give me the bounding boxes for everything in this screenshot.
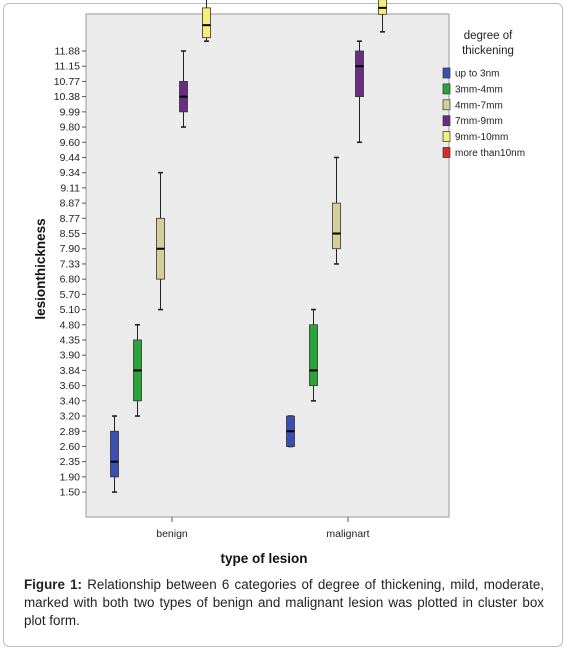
y-tick-label: 7.90: [60, 243, 81, 255]
x-axis: benign malignart: [156, 517, 370, 540]
legend-label: 9mm-10mm: [455, 132, 508, 143]
x-tick-label: malignart: [326, 528, 369, 540]
y-tick-label: 2.89: [60, 426, 81, 438]
y-tick-label: 1.50: [60, 487, 81, 499]
box: [309, 324, 318, 387]
box: [355, 50, 364, 98]
legend-swatch: [442, 83, 451, 95]
y-tick-label: 9.99: [60, 106, 81, 118]
y-tick-label: 4.80: [60, 319, 81, 331]
y-tick-label: 2.60: [60, 441, 81, 453]
y-tick-label: 11.15: [55, 61, 81, 73]
y-tick-label: 9.11: [60, 182, 80, 194]
box: [202, 7, 211, 39]
legend-title-line-2: thickening: [462, 45, 514, 57]
y-tick-label: 8.55: [60, 228, 81, 240]
y-tick-label: 3.60: [60, 380, 81, 392]
legend-swatch: [442, 131, 451, 142]
y-tick-label: 1.90: [60, 471, 81, 483]
legend-label: up to 3nm: [455, 69, 499, 80]
box: [110, 430, 119, 478]
box: [332, 202, 341, 250]
legend: degree of thickening up to 3nm 3mm-4mm 4mm…: [442, 30, 525, 159]
y-tick-label: 5.70: [60, 289, 81, 301]
legend-label: more than10nm: [455, 148, 525, 159]
legend-items: up to 3nm 3mm-4mm 4mm-7mm 7mm-9mm 9mm-10mm mo…: [442, 67, 525, 159]
y-tick-label: 8.87: [60, 198, 81, 210]
y-axis: 11.88 11.15 10.77 10.38 9.99 9.80 9.60 9.44 9.34…: [54, 46, 86, 499]
legend-swatch: [442, 67, 451, 79]
y-tick-label: 3.40: [60, 395, 81, 407]
y-tick-label: 3.90: [60, 350, 81, 362]
y-tick-label: 10.38: [54, 91, 80, 103]
plot-area: [85, 13, 450, 518]
x-tick-label: benign: [156, 528, 188, 540]
box-plot-chart: 11.88 11.15 10.77 10.38 9.99 9.80 9.60 9.44 9.34…: [33, 0, 525, 566]
y-tick-label: 4.35: [60, 334, 81, 346]
y-tick-label: 3.84: [60, 365, 81, 377]
y-tick-label: 2.35: [60, 456, 81, 468]
x-axis-label: type of lesion: [220, 551, 307, 566]
caption-text: Relationship between 6 categories of deg…: [24, 577, 544, 628]
legend-swatch: [442, 147, 451, 158]
legend-swatch: [442, 115, 451, 127]
legend-label: 3mm-4mm: [455, 84, 503, 95]
y-tick-label: 9.60: [60, 137, 81, 149]
y-tick-label: 6.80: [60, 274, 81, 286]
y-tick-label: 8.77: [60, 213, 81, 225]
figure-caption: Figure 1: Relationship between 6 categor…: [24, 576, 544, 630]
y-axis-label: lesionthickness: [33, 218, 48, 319]
y-tick-label: 5.10: [60, 304, 81, 316]
y-tick-label: 9.44: [60, 152, 81, 164]
y-tick-label: 9.80: [60, 122, 81, 134]
legend-label: 4mm-7mm: [455, 100, 503, 111]
y-tick-label: 10.77: [54, 76, 80, 88]
y-tick-label: 11.88: [55, 46, 81, 58]
legend-label: 7mm-9mm: [455, 116, 503, 127]
legend-swatch: [442, 99, 451, 111]
y-tick-label: 9.34: [60, 167, 81, 179]
y-tick-label: 3.20: [60, 411, 81, 423]
legend-title-line-1: degree of: [464, 30, 513, 42]
caption-label: Figure 1:: [24, 577, 83, 592]
y-tick-label: 7.33: [60, 258, 81, 270]
box-group: [110, 0, 387, 493]
